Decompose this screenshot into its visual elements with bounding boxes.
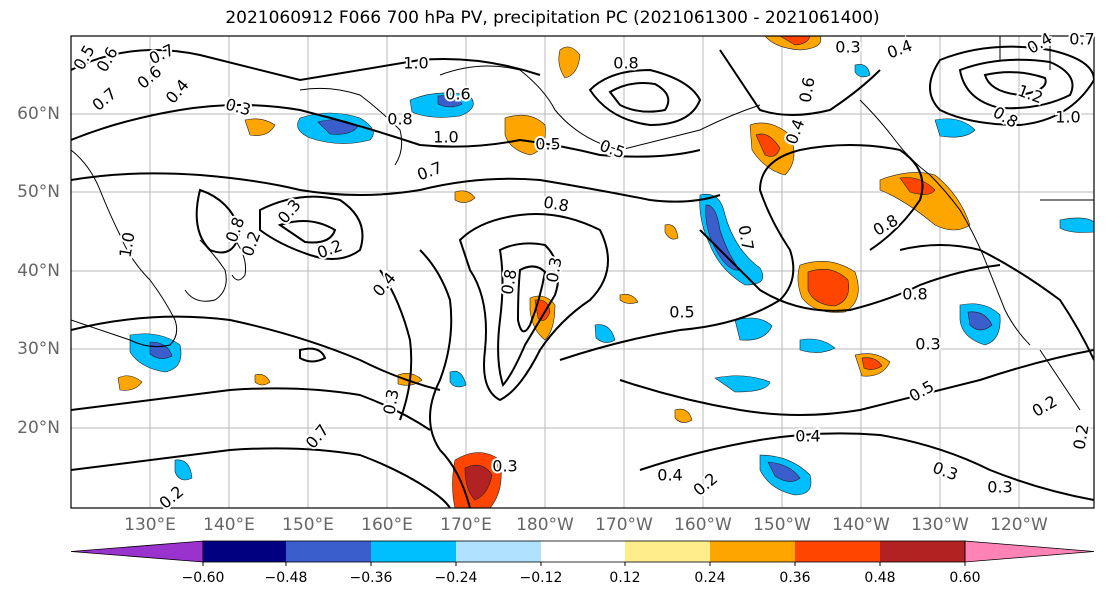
lon-label-140w: 140°W xyxy=(832,515,890,535)
map-frame xyxy=(70,35,1095,509)
coastlines xyxy=(71,36,1094,411)
colorbar-segment xyxy=(880,541,965,562)
colorbar-tick: −0.48 xyxy=(264,570,308,586)
contour-label: 1.0 xyxy=(1055,108,1080,127)
contour-label: 0.8 xyxy=(902,285,927,304)
colorbar-segment xyxy=(795,541,880,562)
lat-label-60n: 60°N xyxy=(17,104,60,124)
lon-label-120w: 120°W xyxy=(990,515,1048,535)
lon-label-160e: 160°E xyxy=(361,515,413,535)
contour-label: 0.8 xyxy=(613,54,638,73)
lon-label-170e: 170°E xyxy=(440,515,492,535)
colorbar-segment xyxy=(456,541,541,562)
lon-label-160w: 160°W xyxy=(674,515,732,535)
colorbar-segment xyxy=(203,541,286,562)
lon-label-150e: 150°E xyxy=(282,515,334,535)
colorbar-outline xyxy=(202,540,966,563)
map-title: 2021060912 F066 700 hPa PV, precipitatio… xyxy=(225,8,880,28)
colorbar-segment xyxy=(286,541,371,562)
lon-label-170w: 170°W xyxy=(595,515,653,535)
contour-label: 0.5 xyxy=(669,303,694,322)
contour-label: 0.6 xyxy=(445,85,470,104)
colorbar-tick: −0.36 xyxy=(349,570,393,586)
colorbar-tick: 0.60 xyxy=(949,570,981,586)
contour-label: 0.7 xyxy=(1069,30,1094,49)
colorbar-extend-low xyxy=(70,540,204,563)
contour-label: 1.0 xyxy=(433,128,458,147)
pv-contours xyxy=(71,45,1094,508)
colorbar-tick: −0.12 xyxy=(519,570,563,586)
colorbar-tick: 0.24 xyxy=(694,570,726,586)
contour-label: 0.4 xyxy=(795,427,820,446)
contour-label: 0.3 xyxy=(492,457,517,476)
lon-label-180w: 180°W xyxy=(516,515,574,535)
contour-label: 1.0 xyxy=(403,54,428,73)
contour-label: 0.3 xyxy=(915,335,940,354)
contour-label: 0.7 xyxy=(734,224,757,252)
colorbar-segment xyxy=(371,541,456,562)
contour-label: 0.8 xyxy=(387,110,412,129)
lon-label-140e: 140°E xyxy=(203,515,255,535)
colorbar-tick: 0.48 xyxy=(864,570,896,586)
colorbar-tick: −0.60 xyxy=(181,570,225,586)
lat-label-20n: 20°N xyxy=(17,418,60,438)
colorbar-tick: 0.36 xyxy=(779,570,811,586)
lon-label-130e: 130°E xyxy=(124,515,176,535)
lon-label-150w: 150°W xyxy=(753,515,811,535)
colorbar-tick: −0.24 xyxy=(434,570,478,586)
contour-label: 0.5 xyxy=(535,135,560,154)
colorbar-tick: 0.12 xyxy=(609,570,641,586)
colorbar-segment xyxy=(541,541,625,562)
colorbar-segment xyxy=(625,541,710,562)
lat-label-50n: 50°N xyxy=(17,182,60,202)
lat-label-40n: 40°N xyxy=(17,261,60,281)
gridlines xyxy=(71,36,1094,508)
contour-label: 0.3 xyxy=(987,478,1012,497)
contour-label: 0.4 xyxy=(657,466,682,485)
contour-label: 0.3 xyxy=(835,38,860,57)
lon-label-130w: 130°W xyxy=(911,515,969,535)
lat-label-30n: 30°N xyxy=(17,339,60,359)
colorbar-extend-high xyxy=(964,540,1095,563)
colorbar-segment xyxy=(710,541,795,562)
map-panel: 0.50.6 0.70.60.7 0.4 0.3 0.80.61.00.40.3 0.4 0… xyxy=(68,27,1097,510)
